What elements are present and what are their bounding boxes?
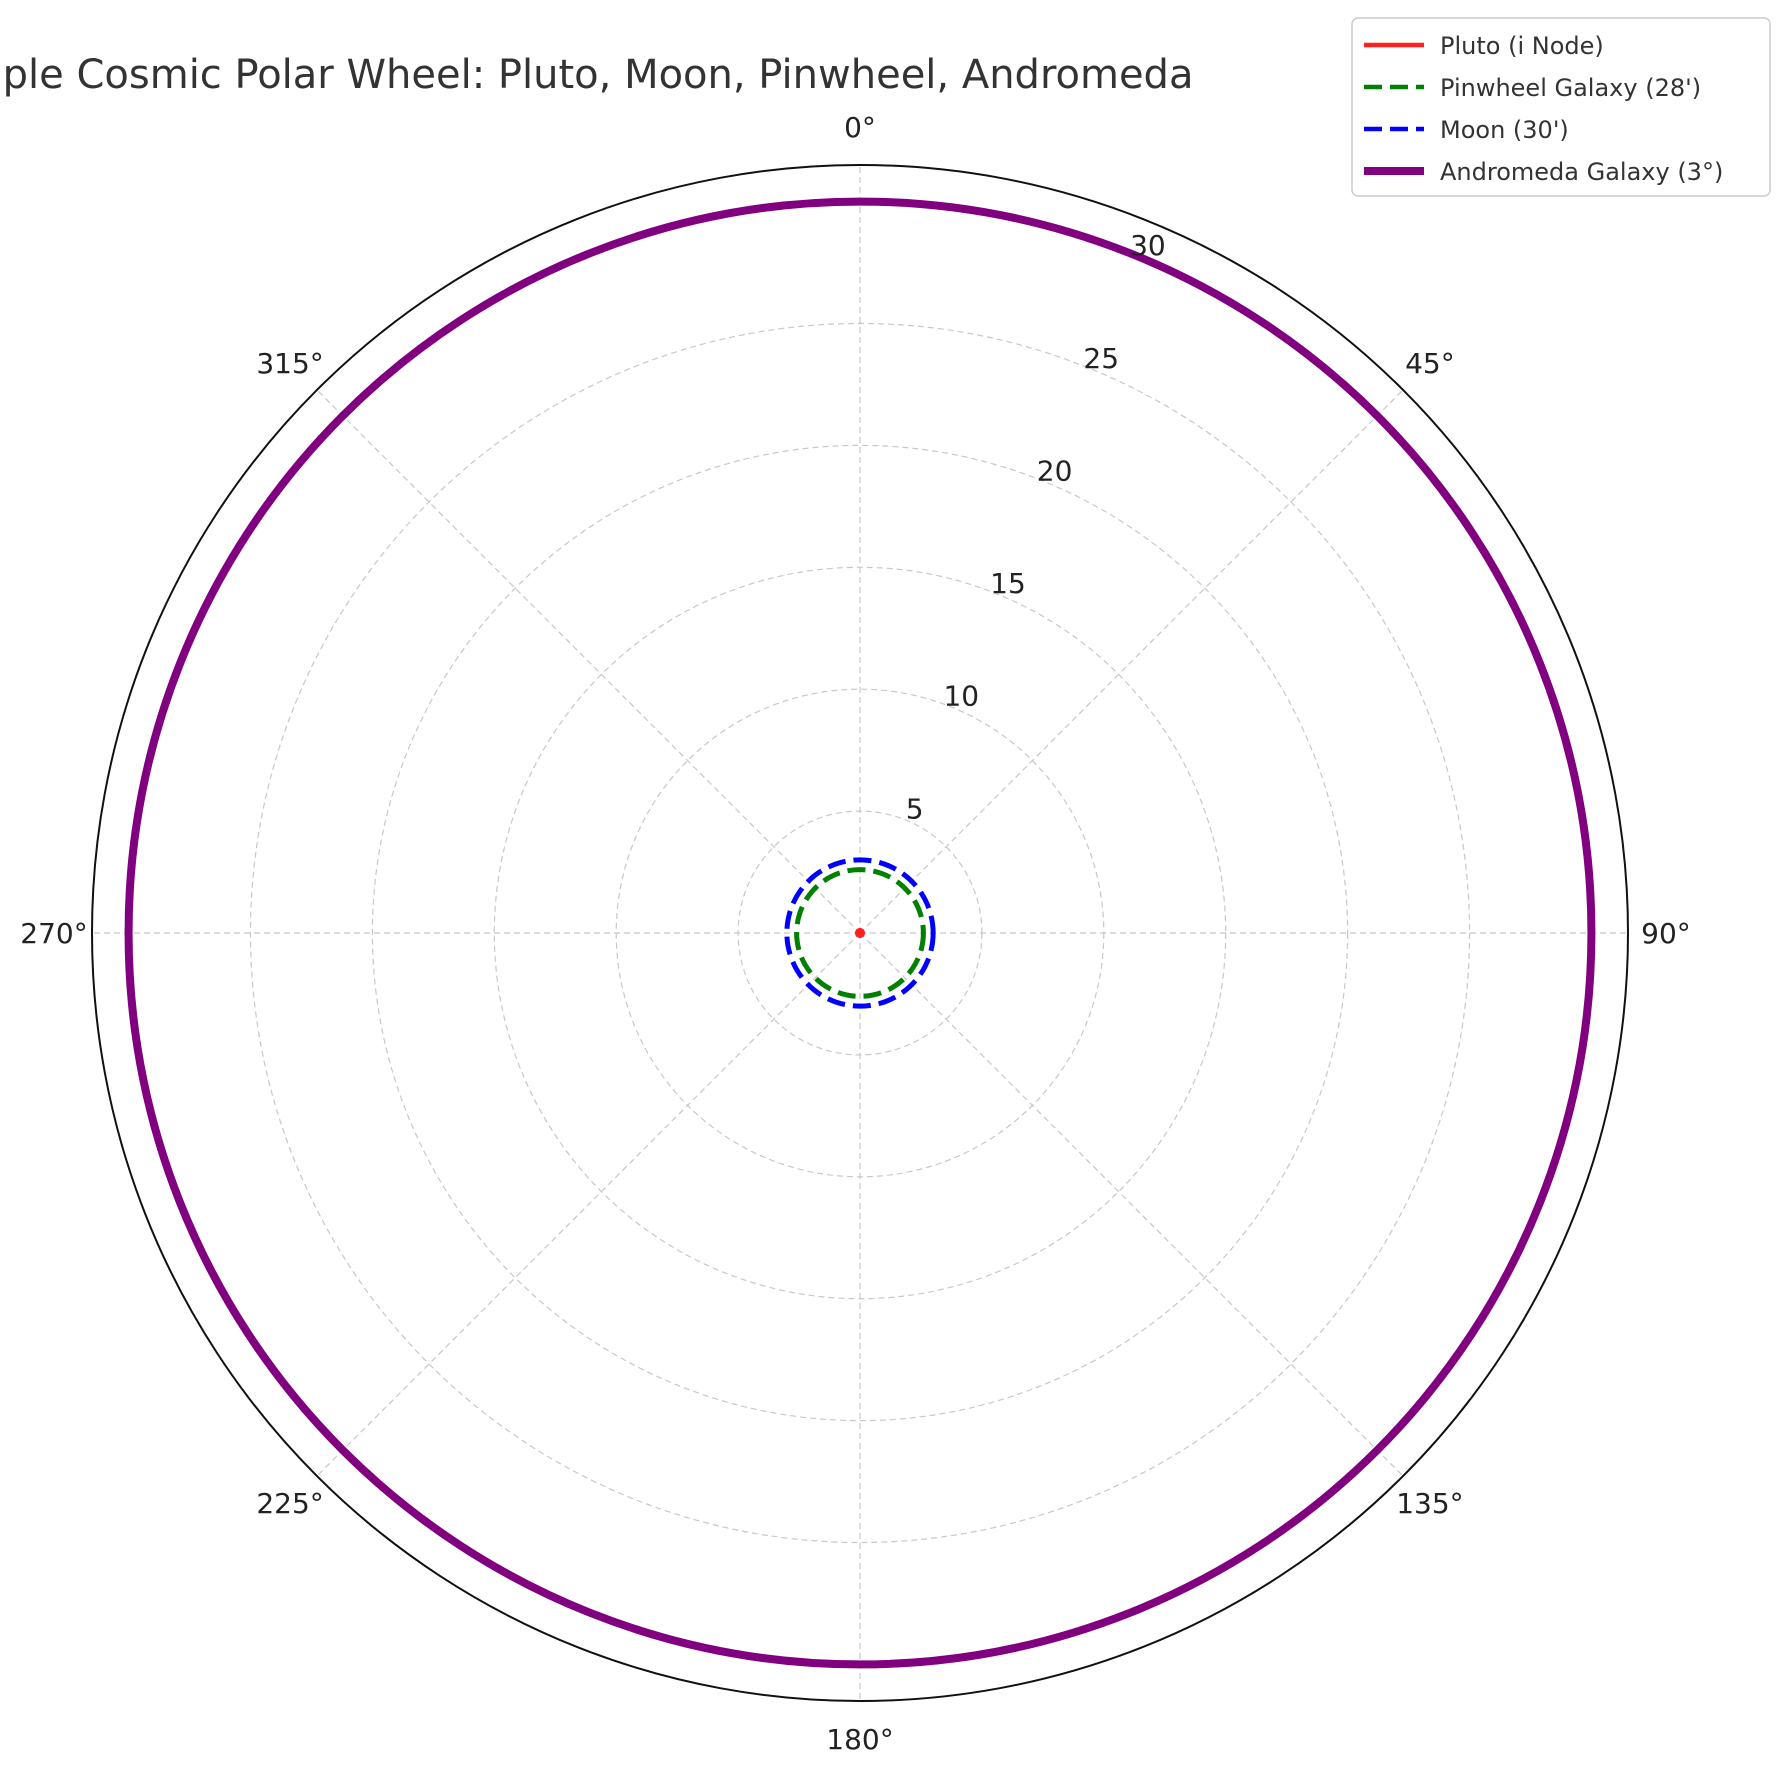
series-ring-3 <box>124 197 1596 1669</box>
r-tick-label: 10 <box>943 680 979 713</box>
theta-tick-label: 270° <box>20 917 87 950</box>
r-gridline <box>249 322 1471 1544</box>
theta-gridline <box>859 389 1404 934</box>
legend-entry-label: Pinwheel Galaxy (28') <box>1440 74 1701 102</box>
r-gridline <box>615 688 1105 1178</box>
theta-tick-label: 45° <box>1405 347 1455 380</box>
r-gridline <box>737 810 983 1056</box>
r-gridline <box>371 444 1349 1422</box>
legend-box <box>1351 17 1771 197</box>
r-gridline <box>493 566 1227 1300</box>
series-ring-1 <box>794 867 926 999</box>
r-tick-label: 15 <box>990 567 1026 600</box>
theta-tick-label: 180° <box>826 1723 893 1756</box>
chart-title: Triple Cosmic Polar Wheel: Pluto, Moon, … <box>0 52 1193 98</box>
theta-gridline <box>859 932 1404 1477</box>
legend-entry-label: Moon (30') <box>1440 116 1569 144</box>
series-ring-2 <box>784 857 936 1009</box>
legend-entry-label: Pluto (i Node) <box>1440 32 1604 60</box>
polar-frame <box>91 164 1629 1702</box>
theta-gridline <box>316 389 861 934</box>
r-tick-label: 25 <box>1083 342 1119 375</box>
legend: Pluto (i Node) Pinwheel Galaxy (28') Moon … <box>1351 17 1771 197</box>
theta-tick-label: 315° <box>256 347 323 380</box>
theta-tick-label: 0° <box>844 111 876 144</box>
theta-gridline <box>316 932 861 1477</box>
theta-tick-label: 90° <box>1641 917 1691 950</box>
tick-layer: 0° 45° 90° 135° 180° 225° 270° 315° 5 10 15 20 25 30 <box>20 111 1691 1756</box>
series-layer <box>124 197 1596 1669</box>
r-tick-label: 5 <box>906 792 924 825</box>
theta-tick-label: 135° <box>1396 1487 1463 1520</box>
theta-tick-label: 225° <box>256 1487 323 1520</box>
series-marker-0 <box>855 928 865 938</box>
legend-entry-label: Andromeda Galaxy (3°) <box>1440 158 1723 186</box>
r-tick-label: 30 <box>1130 229 1166 262</box>
r-tick-label: 20 <box>1037 454 1073 487</box>
